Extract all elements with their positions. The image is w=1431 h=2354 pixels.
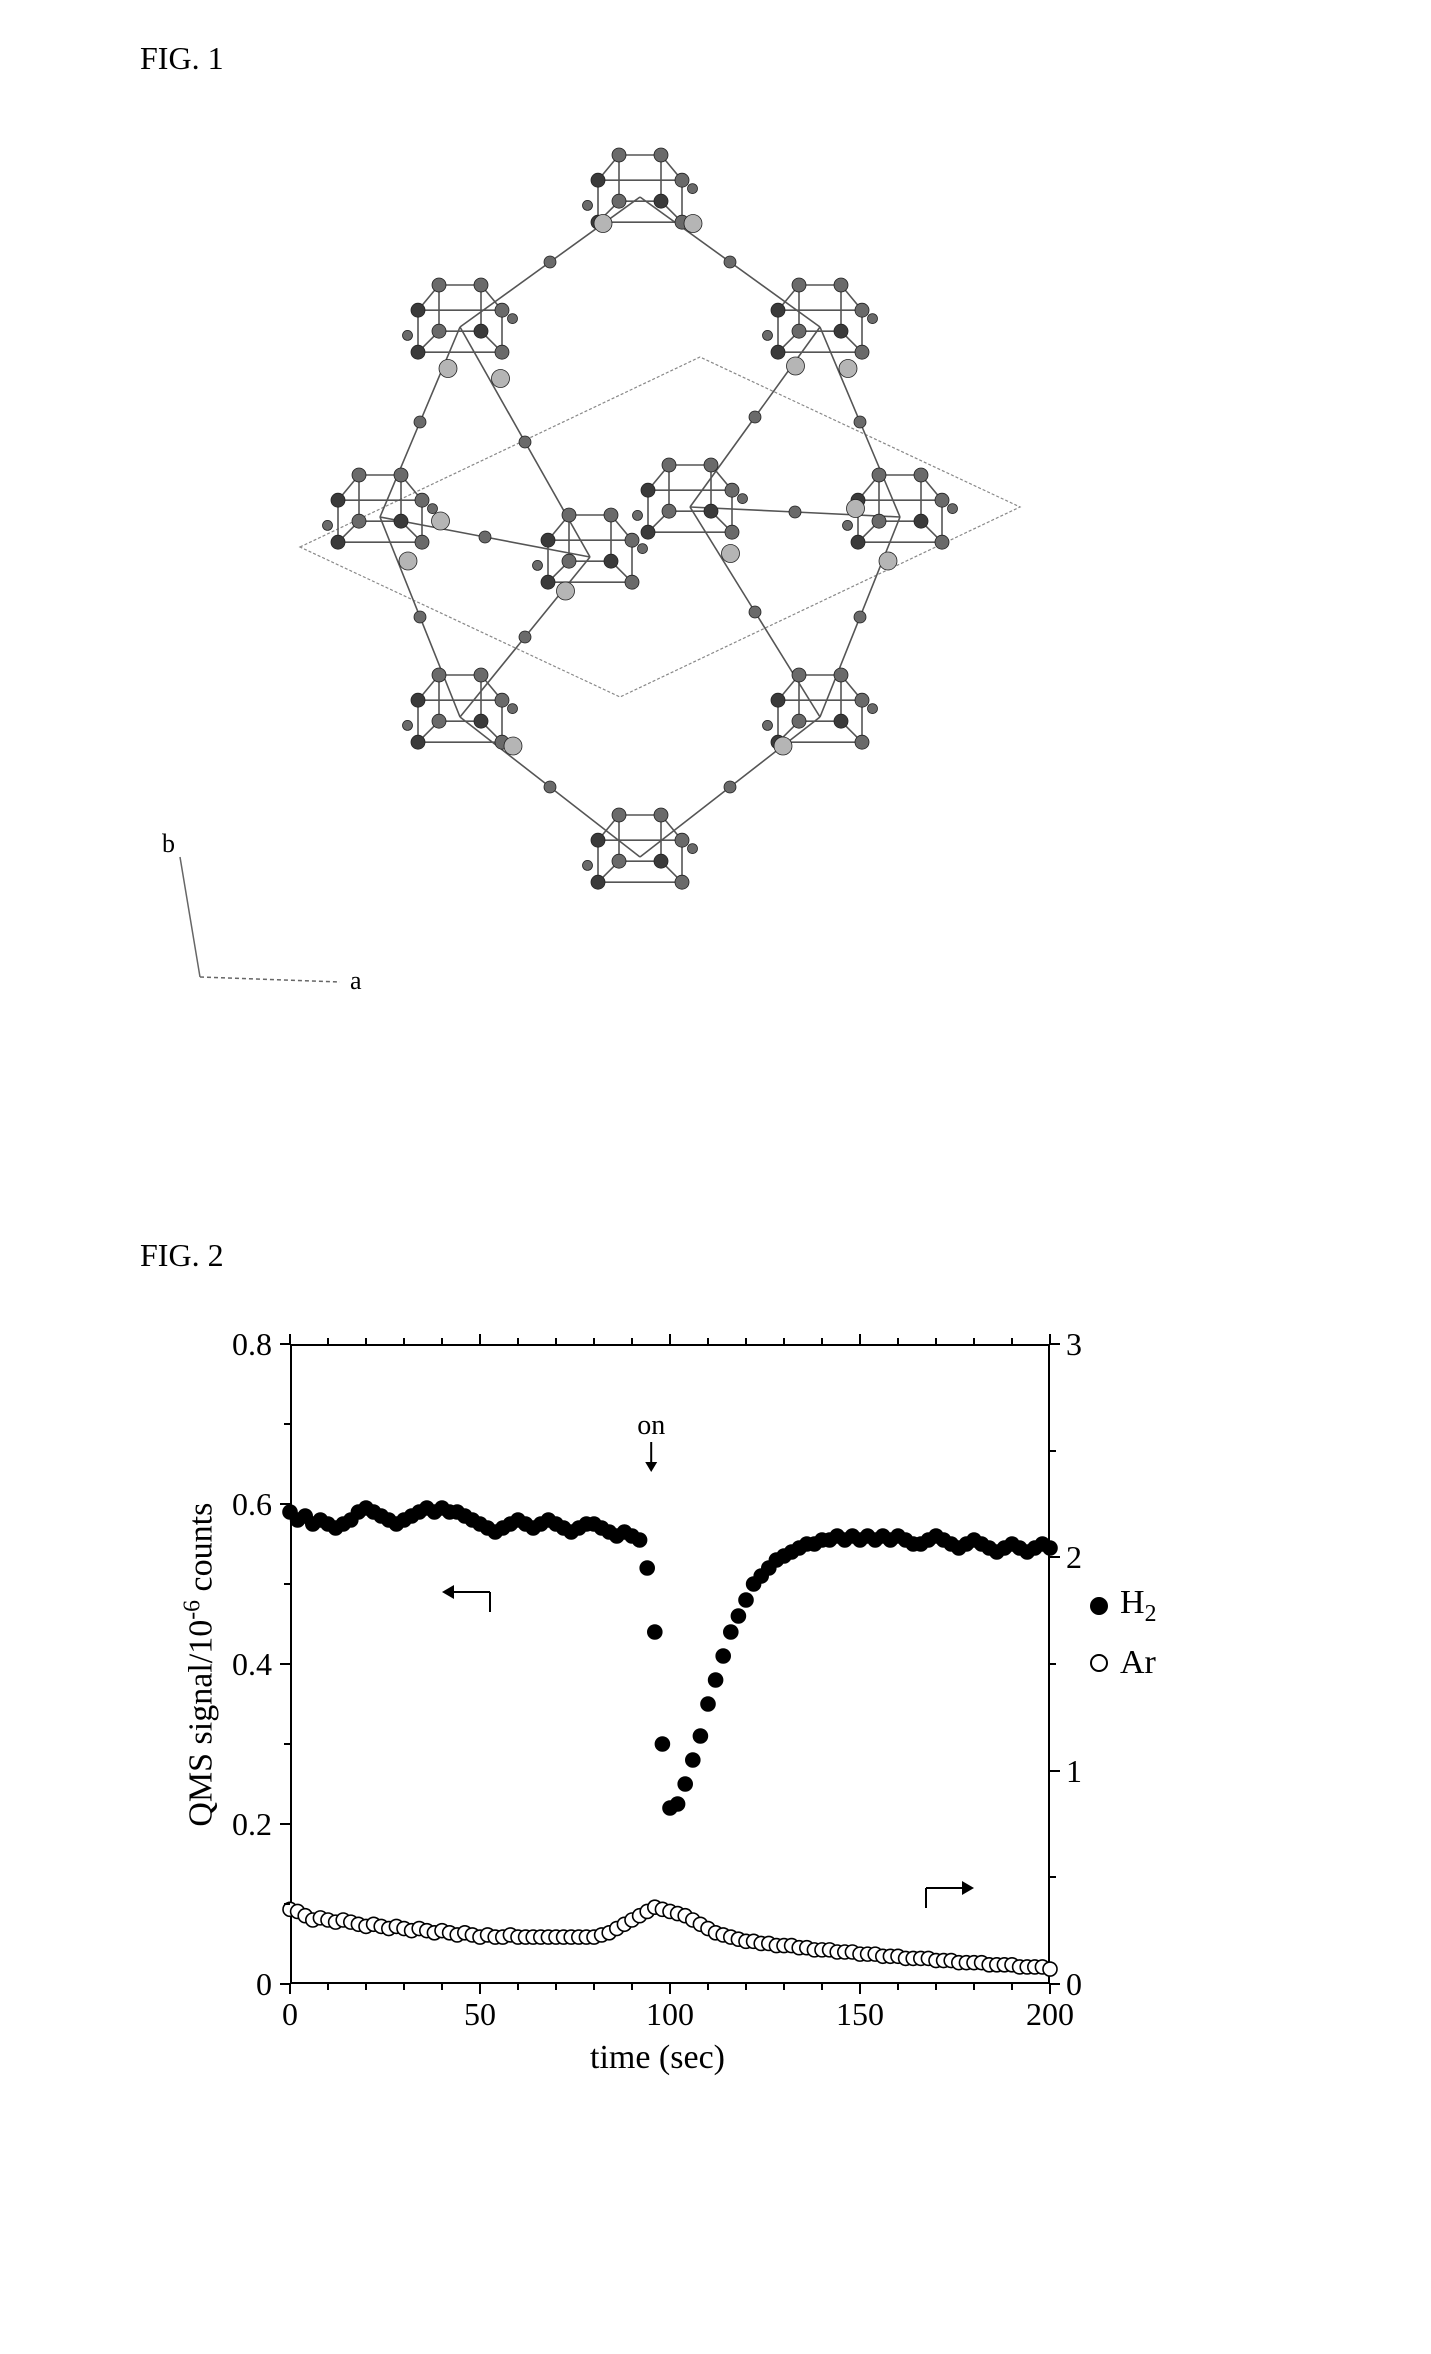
svg-text:b: b (162, 829, 175, 858)
fig1-container: ab (140, 107, 1040, 1057)
legend-ar-marker (1090, 1654, 1108, 1672)
fig2-xlabel: time (sec) (590, 2039, 725, 2077)
legend-ar: Ar (1090, 1644, 1156, 1682)
svg-text:a: a (350, 966, 362, 995)
fig1-molecule-svg: ab (140, 107, 1040, 1057)
legend-h2-label: H2 (1120, 1584, 1156, 1628)
legend-ar-label: Ar (1120, 1644, 1156, 1682)
fig2-container: on QMS signal/10-6 counts time (sec) H2 … (140, 1304, 1290, 2104)
fig2-plot-area (290, 1344, 1050, 1984)
legend-h2-marker (1090, 1597, 1108, 1615)
legend-h2: H2 (1090, 1584, 1156, 1628)
fig1-label: FIG. 1 (140, 40, 1291, 77)
fig2-ylabel-left: QMS signal/10-6 counts (179, 1465, 220, 1865)
fig2-label: FIG. 2 (140, 1237, 1291, 1274)
